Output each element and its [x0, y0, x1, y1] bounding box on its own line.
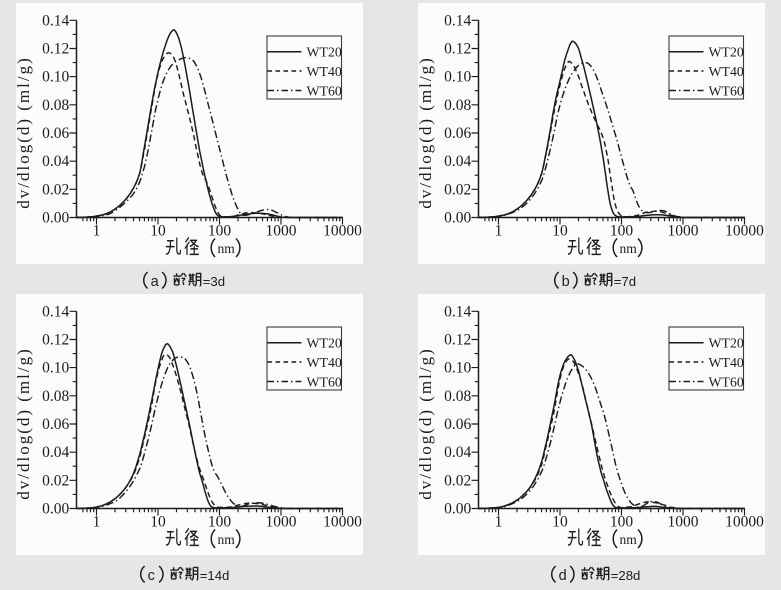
svg-text:c: c — [148, 568, 155, 584]
svg-text:0.14: 0.14 — [42, 303, 69, 320]
svg-text:0.10: 0.10 — [444, 360, 471, 377]
svg-text:0.02: 0.02 — [444, 181, 471, 198]
svg-text:1: 1 — [93, 513, 101, 530]
svg-text:0.04: 0.04 — [42, 153, 69, 170]
svg-text:nm: nm — [218, 241, 236, 256]
svg-text:nm: nm — [218, 532, 236, 547]
svg-text:0.08: 0.08 — [42, 388, 69, 405]
svg-text:0.06: 0.06 — [42, 125, 69, 142]
svg-text:0.12: 0.12 — [444, 332, 471, 349]
svg-text:0.08: 0.08 — [444, 388, 471, 405]
svg-text:=14d: =14d — [200, 568, 230, 583]
svg-text:1000: 1000 — [266, 222, 297, 239]
svg-text:0.10: 0.10 — [42, 69, 69, 86]
svg-text:10: 10 — [150, 222, 166, 239]
svg-text:1: 1 — [495, 513, 503, 530]
svg-text:0.02: 0.02 — [42, 181, 69, 198]
svg-text:0.14: 0.14 — [444, 12, 471, 29]
svg-text:dv/dlog(d) (ml/g): dv/dlog(d) (ml/g) — [418, 347, 435, 500]
svg-text:0.10: 0.10 — [42, 360, 69, 377]
svg-text:10000: 10000 — [725, 222, 764, 239]
svg-text:WT20: WT20 — [709, 336, 744, 351]
svg-text:100: 100 — [208, 222, 232, 239]
svg-text:0.04: 0.04 — [444, 444, 471, 461]
svg-text:WT40: WT40 — [307, 64, 342, 79]
svg-text:=28d: =28d — [611, 568, 641, 583]
svg-text:10000: 10000 — [323, 222, 362, 239]
svg-text:WT40: WT40 — [709, 64, 744, 79]
svg-text:=3d: =3d — [203, 274, 225, 289]
svg-text:dv/dlog(d) (ml/g): dv/dlog(d) (ml/g) — [418, 56, 435, 209]
svg-text:0.10: 0.10 — [444, 69, 471, 86]
svg-text:=7d: =7d — [613, 274, 635, 289]
svg-text:1000: 1000 — [668, 222, 699, 239]
svg-text:10000: 10000 — [323, 513, 362, 530]
svg-text:0.04: 0.04 — [444, 153, 471, 170]
svg-text:WT20: WT20 — [307, 45, 342, 60]
svg-text:1000: 1000 — [668, 513, 699, 530]
svg-text:dv/dlog(d) (ml/g): dv/dlog(d) (ml/g) — [16, 347, 33, 500]
svg-text:a: a — [150, 274, 159, 290]
svg-text:1: 1 — [495, 222, 503, 239]
svg-text:0.02: 0.02 — [444, 472, 471, 489]
svg-text:WT20: WT20 — [709, 45, 744, 60]
svg-text:0.00: 0.00 — [42, 210, 69, 227]
svg-text:0.12: 0.12 — [444, 41, 471, 58]
svg-text:10: 10 — [150, 513, 166, 530]
svg-text:0.06: 0.06 — [42, 416, 69, 433]
svg-text:WT60: WT60 — [709, 83, 744, 98]
svg-text:nm: nm — [620, 532, 638, 547]
svg-text:0.00: 0.00 — [444, 210, 471, 227]
svg-text:WT40: WT40 — [307, 355, 342, 370]
svg-text:0.12: 0.12 — [42, 332, 69, 349]
svg-text:0.06: 0.06 — [444, 125, 471, 142]
svg-text:b: b — [561, 274, 569, 290]
svg-text:0.04: 0.04 — [42, 444, 69, 461]
svg-text:100: 100 — [610, 222, 634, 239]
svg-text:10000: 10000 — [725, 513, 764, 530]
svg-text:0.12: 0.12 — [42, 41, 69, 58]
svg-text:0.00: 0.00 — [42, 501, 69, 518]
svg-text:WT40: WT40 — [709, 355, 744, 370]
svg-text:0.08: 0.08 — [444, 97, 471, 114]
svg-text:10: 10 — [552, 513, 568, 530]
svg-text:WT60: WT60 — [307, 374, 342, 389]
svg-text:WT20: WT20 — [307, 336, 342, 351]
svg-text:0.14: 0.14 — [444, 303, 471, 320]
svg-text:100: 100 — [208, 513, 232, 530]
svg-text:d: d — [559, 568, 567, 584]
svg-text:dv/dlog(d) (ml/g): dv/dlog(d) (ml/g) — [16, 56, 33, 209]
svg-text:WT60: WT60 — [307, 83, 342, 98]
svg-text:0.02: 0.02 — [42, 472, 69, 489]
svg-text:100: 100 — [610, 513, 634, 530]
svg-text:0.06: 0.06 — [444, 416, 471, 433]
svg-text:0.14: 0.14 — [42, 12, 69, 29]
svg-text:1: 1 — [93, 222, 101, 239]
svg-text:10: 10 — [552, 222, 568, 239]
svg-text:1000: 1000 — [266, 513, 297, 530]
svg-text:0.00: 0.00 — [444, 501, 471, 518]
svg-text:0.08: 0.08 — [42, 97, 69, 114]
svg-text:nm: nm — [620, 241, 638, 256]
svg-text:WT60: WT60 — [709, 374, 744, 389]
